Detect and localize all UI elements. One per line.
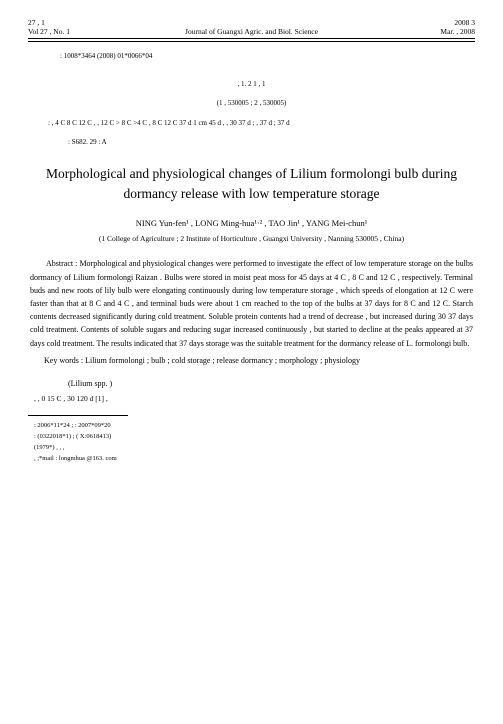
date-en: Mar. , 2008 xyxy=(440,27,475,36)
footnote-separator xyxy=(28,415,128,416)
volume-cn: 27 , 1 xyxy=(28,18,70,27)
footnote-3: (1979*) , , , xyxy=(34,442,475,453)
journal-name: Journal of Guangxi Agric. and Biol. Scie… xyxy=(185,27,318,36)
footnote-2: : (0322018*1) ; ( X:0618413) xyxy=(34,431,475,442)
header-rule-2 xyxy=(28,41,475,42)
chinese-abstract: : , 4 C 8 C 12 C , xyxy=(34,117,469,130)
volume-en: Vol 27 , No. 1 xyxy=(28,27,70,36)
affiliation-en: (1 College of Agriculture ; 2 Institute … xyxy=(28,234,475,243)
journal-header: 27 , 1 Vol 27 , No. 1 Journal of Guangxi… xyxy=(28,18,475,36)
issn-number: : 1008*3464 (2008) 01*0066*04 xyxy=(60,52,475,60)
chinese-authors: , 1. 2 1 , 1 xyxy=(28,78,475,91)
lilium-species: (Lilium spp. ) xyxy=(68,379,475,388)
keywords-en: Key words : Lilium formolongi ; bulb ; c… xyxy=(28,356,475,365)
chinese-affiliation: (1 , 530005 ; 2 , 530005) xyxy=(28,99,475,107)
footnote-4: , ;*mail : longmhua @163. com xyxy=(34,453,475,464)
footnote-1: : 2006*11*24 ; : 2007*09*20 xyxy=(34,420,475,431)
date-cn: 2008 3 xyxy=(440,18,475,27)
abstract-text: Abstract : Morphological and physiologic… xyxy=(30,257,473,349)
footnotes: : 2006*11*24 ; : 2007*09*20 : (0322018*1… xyxy=(34,420,475,464)
classification-code: : S682. 29 : A xyxy=(68,138,475,146)
intro-paragraph: , , 0 15 C , 30 120 d [1] , xyxy=(34,392,469,406)
abstract-en: Abstract : Morphological and physiologic… xyxy=(30,257,473,349)
authors-en: NING Yun-fen¹ , LONG Ming-hua¹·² , TAO J… xyxy=(28,218,475,228)
header-rule-1 xyxy=(28,38,475,39)
article-title-en: Morphological and physiological changes … xyxy=(38,164,465,205)
